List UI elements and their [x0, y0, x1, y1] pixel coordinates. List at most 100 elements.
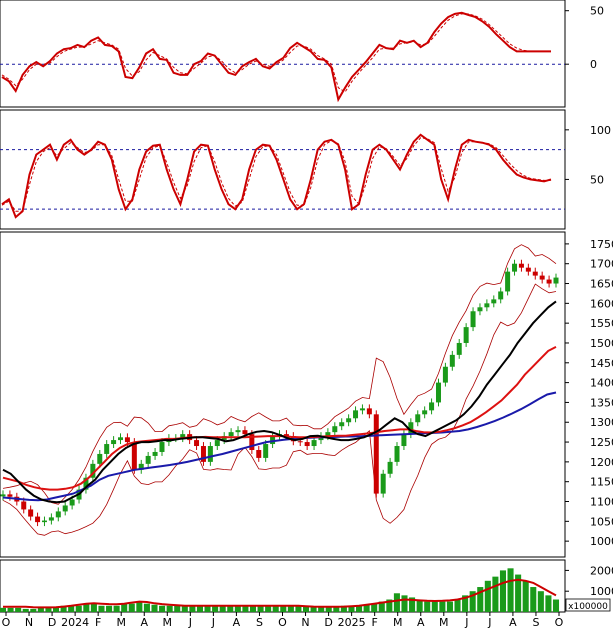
candle-body	[283, 434, 289, 437]
volume-bar	[242, 605, 249, 612]
stochastic-main-line	[1, 133, 552, 219]
candle-body	[553, 277, 559, 284]
volume-tick-label: 10000	[590, 585, 613, 598]
candle-body	[546, 279, 552, 284]
volume-bar	[348, 605, 355, 612]
candle-body	[138, 463, 144, 470]
volume-bar	[68, 605, 75, 612]
x-tick-label: O	[278, 616, 287, 629]
volume-bar	[272, 605, 279, 612]
volume-bar	[174, 605, 181, 612]
volume-bar	[143, 603, 150, 612]
volume-bar	[257, 605, 264, 612]
momentum-main-line	[1, 11, 551, 103]
price-panel	[0, 231, 566, 558]
volume-bar	[522, 580, 529, 612]
x-tick-label: M	[163, 616, 173, 629]
volume-bar	[454, 599, 461, 612]
candle-body	[408, 422, 414, 435]
volume-bar	[151, 604, 158, 612]
x-tick-label: J	[464, 616, 468, 629]
candle-body	[484, 303, 490, 308]
candle-body	[21, 501, 27, 510]
candle-body	[525, 267, 531, 272]
x-tick-label: F	[372, 616, 378, 629]
volume-bar	[325, 606, 332, 612]
price-tick-label: 1350	[590, 396, 613, 409]
volume-bar	[121, 603, 128, 612]
volume-bar	[401, 595, 408, 612]
volume-bar	[234, 605, 241, 612]
volume-bar	[310, 606, 317, 612]
volume-bar	[75, 605, 82, 612]
candle-body	[449, 354, 455, 367]
candle-body	[159, 442, 165, 452]
volume-panel: x100000	[0, 559, 611, 613]
volume-bar	[499, 570, 507, 612]
x-tick-label: M	[439, 616, 449, 629]
momentum-signal-line	[1, 13, 551, 93]
candle-body	[325, 432, 331, 437]
volume-bar	[424, 601, 431, 612]
volume-bar	[90, 603, 97, 612]
volume-bar	[113, 605, 120, 612]
candle-body	[311, 440, 317, 447]
volume-bar	[552, 599, 560, 612]
volume-bar	[409, 597, 416, 612]
x-tick-label: A	[417, 616, 425, 629]
x-tick-label: D	[48, 616, 56, 629]
stochastic-panel-frame	[0, 109, 566, 230]
candle-body	[263, 444, 269, 458]
price-tick-label: 1400	[590, 377, 613, 390]
volume-bar	[22, 608, 29, 612]
volume-bar	[378, 601, 385, 612]
x-tick-label: D	[324, 616, 332, 629]
candle-body	[41, 520, 47, 523]
price-tick-label: 1650	[590, 278, 613, 291]
volume-bar	[492, 576, 499, 612]
candle-body	[505, 271, 511, 292]
candle-body	[387, 461, 393, 474]
candle-body	[111, 440, 117, 445]
candle-body	[249, 434, 255, 450]
momentum-panel-frame	[0, 0, 566, 108]
candle-body	[470, 311, 476, 328]
volume-bar	[249, 605, 257, 612]
x-tick-label: O	[2, 616, 11, 629]
volume-bar	[484, 580, 491, 612]
x-tick-label: J	[188, 616, 192, 629]
volume-plot	[0, 568, 560, 612]
x-tick-label: S	[256, 616, 263, 629]
candle-body	[7, 494, 13, 497]
price-tick-label: 1300	[590, 416, 613, 429]
candle-body	[256, 449, 262, 458]
x-tick-label: F	[95, 616, 101, 629]
volume-bar	[530, 587, 537, 612]
volume-bar	[287, 605, 294, 612]
volume-bar	[128, 603, 135, 612]
volume-bar	[446, 601, 453, 612]
candle-body	[69, 499, 75, 506]
volume-bar	[386, 599, 393, 612]
candle-body	[429, 402, 435, 411]
candle-body	[90, 463, 96, 478]
candle-body	[304, 442, 310, 447]
price-tick-label: 1150	[590, 476, 613, 489]
price-plot	[0, 244, 559, 536]
candle-body	[422, 410, 428, 415]
candle-body	[491, 299, 497, 304]
volume-bar	[227, 605, 234, 612]
volume-bar	[416, 599, 423, 612]
volume-moving-average-line	[3, 578, 557, 609]
candle-body	[0, 494, 6, 497]
candle-body	[104, 444, 110, 454]
x-tick-label: S	[532, 616, 539, 629]
stochastic-signal-line	[1, 137, 551, 212]
candle-body	[124, 437, 130, 443]
volume-bar	[340, 605, 347, 612]
volume-bar	[363, 604, 370, 612]
candle-body	[118, 437, 124, 441]
stochastic-plot	[0, 133, 565, 219]
candle-body	[394, 446, 400, 462]
volume-bar	[265, 605, 272, 612]
